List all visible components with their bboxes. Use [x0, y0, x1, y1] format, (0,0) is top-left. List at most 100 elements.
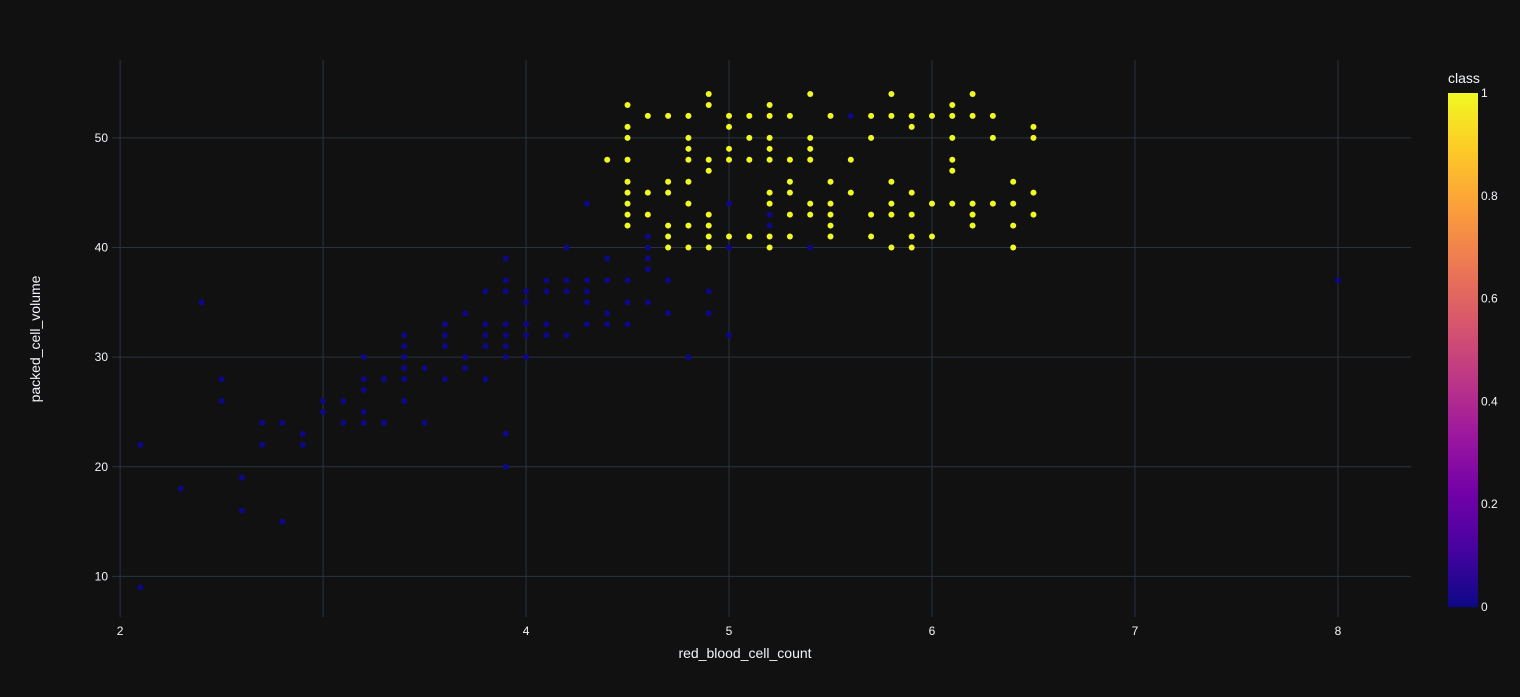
- x-tick-label: 2: [117, 624, 124, 638]
- data-point-class-1: [989, 134, 996, 141]
- data-point-class-1: [908, 233, 915, 240]
- data-point-class-1: [868, 134, 875, 141]
- data-point-class-1: [949, 134, 956, 141]
- data-point-class-0: [644, 233, 651, 240]
- data-points: [137, 90, 1341, 591]
- data-point-class-0: [441, 332, 448, 339]
- data-point-class-1: [665, 222, 672, 229]
- data-point-class-1: [685, 244, 692, 251]
- data-point-class-1: [705, 156, 712, 163]
- data-point-class-0: [279, 518, 286, 525]
- data-point-class-0: [543, 288, 550, 295]
- data-point-class-0: [360, 387, 367, 394]
- data-point-class-1: [827, 222, 834, 229]
- data-point-class-0: [523, 299, 530, 306]
- data-point-class-1: [989, 200, 996, 207]
- data-point-class-1: [1010, 222, 1017, 229]
- data-point-class-0: [644, 244, 651, 251]
- data-point-class-1: [685, 156, 692, 163]
- data-point-class-1: [868, 112, 875, 119]
- data-point-class-0: [726, 332, 733, 339]
- data-point-class-0: [563, 277, 570, 284]
- data-point-class-0: [482, 343, 489, 350]
- data-point-class-1: [786, 156, 793, 163]
- data-point-class-0: [421, 365, 428, 372]
- data-point-class-0: [259, 419, 266, 426]
- data-point-class-1: [786, 211, 793, 218]
- data-point-class-0: [665, 310, 672, 317]
- data-point-class-1: [807, 200, 814, 207]
- data-point-class-1: [746, 112, 753, 119]
- data-point-class-1: [766, 244, 773, 251]
- data-point-class-1: [726, 233, 733, 240]
- data-point-class-0: [563, 288, 570, 295]
- data-point-class-0: [462, 365, 469, 372]
- colorbar-title: class: [1448, 70, 1480, 86]
- data-point-class-0: [340, 419, 347, 426]
- data-point-class-1: [908, 123, 915, 130]
- data-point-class-1: [786, 233, 793, 240]
- data-point-class-0: [137, 441, 144, 448]
- data-point-class-1: [624, 200, 631, 207]
- data-point-class-0: [1334, 277, 1341, 284]
- data-point-class-1: [726, 112, 733, 119]
- data-point-class-1: [705, 167, 712, 174]
- data-point-class-1: [969, 112, 976, 119]
- data-point-class-1: [685, 134, 692, 141]
- data-point-class-0: [644, 266, 651, 273]
- data-point-class-1: [807, 156, 814, 163]
- colorbar: class 0 0.2 0.4 0.6 0.8 1: [1448, 70, 1498, 614]
- data-point-class-1: [928, 112, 935, 119]
- data-point-class-1: [1010, 200, 1017, 207]
- data-point-class-1: [665, 189, 672, 196]
- data-point-class-0: [563, 332, 570, 339]
- data-point-class-1: [685, 145, 692, 152]
- data-point-class-1: [604, 156, 611, 163]
- data-point-class-1: [624, 123, 631, 130]
- data-point-class-1: [949, 101, 956, 108]
- data-point-class-1: [949, 167, 956, 174]
- data-point-class-0: [320, 408, 327, 415]
- data-point-class-0: [624, 277, 631, 284]
- data-point-class-1: [726, 156, 733, 163]
- data-point-class-1: [888, 244, 895, 251]
- data-point-class-0: [502, 277, 509, 284]
- data-point-class-1: [665, 178, 672, 185]
- data-point-class-0: [644, 299, 651, 306]
- data-point-class-0: [502, 255, 509, 262]
- data-point-class-0: [401, 397, 408, 404]
- data-point-class-1: [928, 200, 935, 207]
- data-point-class-1: [705, 90, 712, 97]
- data-point-class-1: [969, 222, 976, 229]
- data-point-class-1: [624, 189, 631, 196]
- data-point-class-0: [604, 277, 611, 284]
- data-point-class-1: [766, 145, 773, 152]
- data-point-class-1: [685, 222, 692, 229]
- x-axis-title: red_blood_cell_count: [678, 645, 811, 661]
- y-tick-label: 50: [95, 131, 109, 145]
- data-point-class-0: [401, 354, 408, 361]
- data-point-class-0: [726, 200, 733, 207]
- data-point-class-1: [949, 112, 956, 119]
- data-point-class-0: [137, 584, 144, 591]
- data-point-class-0: [380, 376, 387, 383]
- data-point-class-1: [766, 112, 773, 119]
- data-point-class-0: [502, 343, 509, 350]
- data-point-class-0: [705, 288, 712, 295]
- data-point-class-1: [807, 134, 814, 141]
- data-point-class-0: [685, 354, 692, 361]
- data-point-class-0: [259, 441, 266, 448]
- colorbar-tick-label: 1: [1481, 86, 1488, 100]
- data-point-class-1: [665, 112, 672, 119]
- y-tick-label: 20: [95, 460, 109, 474]
- data-point-class-1: [766, 200, 773, 207]
- data-point-class-0: [604, 321, 611, 328]
- data-point-class-1: [685, 178, 692, 185]
- data-point-class-0: [523, 332, 530, 339]
- data-point-class-0: [380, 419, 387, 426]
- data-point-class-1: [827, 178, 834, 185]
- data-point-class-0: [238, 474, 245, 481]
- data-point-class-0: [482, 321, 489, 328]
- data-point-class-1: [888, 211, 895, 218]
- data-point-class-1: [786, 112, 793, 119]
